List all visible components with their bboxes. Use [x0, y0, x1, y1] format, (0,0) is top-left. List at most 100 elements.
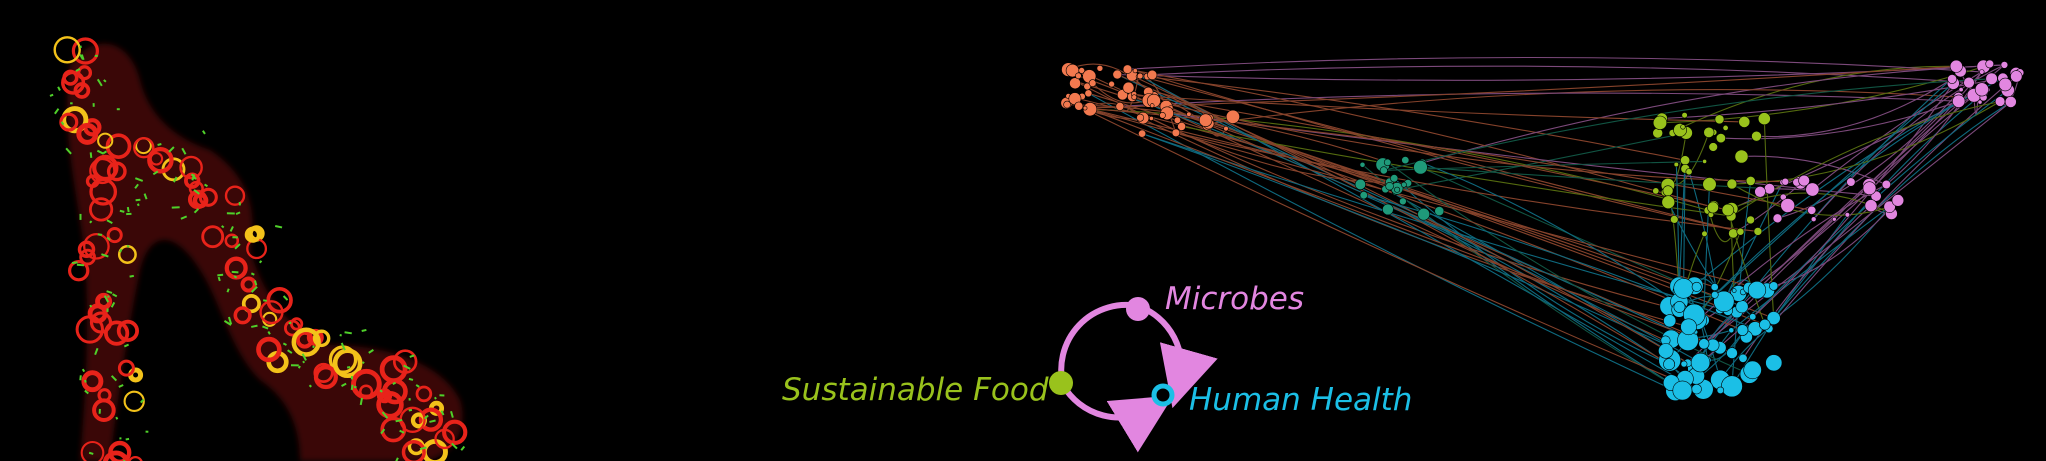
network-node	[1952, 94, 1966, 108]
network-node	[1998, 77, 2013, 92]
network-node	[1974, 82, 1989, 97]
network-node	[1383, 158, 1392, 167]
network-graph	[1060, 56, 2025, 402]
micrograph-speck	[233, 275, 238, 279]
network-edge	[1127, 56, 1982, 73]
network-node	[1747, 281, 1767, 300]
network-node	[1985, 72, 1998, 85]
micrograph-speck	[193, 208, 200, 214]
network-node	[1088, 79, 1097, 87]
network-edge	[1420, 166, 1770, 190]
network-node	[1701, 230, 1708, 237]
micrograph-cell	[67, 260, 90, 282]
network-node	[1382, 203, 1394, 216]
micrograph-speck	[180, 215, 188, 220]
network-edge	[1088, 92, 1743, 331]
micrograph-speck	[171, 206, 180, 209]
network-node	[1979, 69, 1985, 75]
microbes-node	[1126, 297, 1150, 321]
network-node	[1670, 215, 1679, 224]
micrograph-speck	[282, 295, 289, 301]
micrograph-cell	[104, 320, 130, 346]
micrograph-speck	[135, 198, 141, 202]
micrograph-cell	[376, 391, 404, 419]
network-node	[1715, 133, 1726, 144]
micrograph-speck	[226, 212, 235, 215]
micrograph-cell	[53, 36, 81, 64]
network-node	[1721, 203, 1735, 217]
micrograph-speck	[392, 381, 396, 385]
micrograph-cell	[76, 122, 99, 145]
micrograph-speck	[235, 211, 241, 216]
network-node	[1186, 111, 1192, 117]
network-node	[1063, 100, 1071, 109]
network-edge	[1773, 101, 2012, 319]
network-node	[1698, 338, 1710, 350]
micrograph-cell	[106, 227, 123, 244]
micrograph-speck	[89, 304, 93, 308]
micrograph-speck	[80, 54, 85, 61]
network-node	[1112, 69, 1123, 80]
network-edge	[1134, 93, 1729, 211]
micrograph-speck	[134, 177, 144, 182]
network-edge	[1119, 92, 1959, 107]
micrograph-speck	[112, 293, 118, 298]
micrograph-speck	[380, 428, 386, 435]
micrograph-speck	[217, 273, 224, 277]
network-edge	[1769, 188, 1877, 197]
micrograph-speck	[79, 375, 82, 381]
network-node	[1662, 185, 1674, 197]
network-edge	[1730, 215, 1735, 291]
micrograph-speck	[57, 86, 61, 91]
micrograph-speck	[126, 206, 130, 213]
network-node	[1661, 195, 1676, 209]
network-node	[1734, 149, 1749, 164]
network-node	[1096, 65, 1104, 72]
micrograph-speck	[263, 299, 267, 302]
micrograph-speck	[119, 209, 125, 213]
network-node	[1891, 194, 1905, 207]
micrograph-speck	[125, 437, 130, 441]
micrograph-speck	[262, 325, 269, 330]
network-edge	[1730, 100, 2001, 217]
network-node	[1149, 116, 1154, 121]
network-node	[1726, 178, 1738, 190]
network-node	[1122, 81, 1135, 94]
network-node	[2010, 70, 2023, 83]
micrograph-speck	[84, 379, 87, 383]
micrograph-cell	[79, 248, 96, 266]
micrograph-cell	[224, 233, 240, 248]
network-edge	[1675, 164, 1680, 292]
micrograph-speck	[251, 324, 258, 328]
micrograph-speck	[119, 437, 122, 440]
network-node	[1772, 213, 1783, 224]
micrograph-speck	[106, 236, 111, 241]
network-edge	[1714, 88, 1983, 296]
network-node	[1690, 352, 1711, 373]
fluorescence-micrograph-image	[49, 36, 468, 461]
micrograph-cell	[401, 440, 426, 461]
micrograph-cell	[77, 240, 96, 259]
micrograph-speck	[65, 147, 72, 155]
micrograph-cell	[434, 428, 455, 450]
micrograph-cell	[116, 319, 140, 342]
micrograph-cell	[415, 385, 433, 403]
micrograph-speck	[79, 45, 82, 49]
micrograph-speck	[361, 328, 367, 332]
micrograph-speck	[403, 364, 411, 370]
network-node	[1844, 212, 1851, 218]
network-node	[1074, 101, 1084, 111]
network-node	[1731, 288, 1737, 293]
network-node	[1702, 177, 1717, 192]
micrograph-cell	[128, 455, 143, 461]
network-edge	[1393, 177, 1670, 365]
micrograph-speck	[288, 321, 292, 325]
micrograph-speck	[250, 272, 255, 276]
micrograph-cell	[95, 292, 113, 310]
network-node	[1359, 191, 1368, 200]
network-edge	[1135, 70, 1714, 208]
micrograph-speck	[97, 233, 103, 236]
micrograph-speck	[110, 301, 116, 308]
network-node	[1832, 216, 1837, 222]
micrograph-speck	[107, 295, 110, 298]
